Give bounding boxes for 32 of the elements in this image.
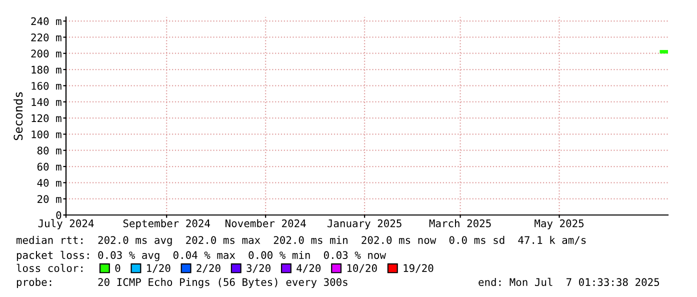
y-tick-label: 220 m (31, 33, 62, 42)
x-tick-label: May 2025 (534, 219, 584, 230)
text: median rtt: 202.0 ms avg 202.0 ms max 202.0 ms min 202.0 ms now 0.0 ms sd 47.1 k am/s (16, 236, 586, 246)
x-tick-label: March 2025 (429, 219, 491, 228)
legend-label: 19/20 (404, 264, 434, 273)
legend-label: 0 (115, 264, 120, 272)
x-tick-label: July 2024 (38, 219, 94, 230)
legend-title: loss color: (16, 264, 82, 272)
text: packet loss: 0.03 % avg 0.04 % max 0.00 % min 0.03 % now (16, 250, 386, 262)
legend-label: 4/20 (296, 264, 321, 273)
x-tick-label: January 2025 (327, 219, 402, 230)
y-tick-label: 100 m (32, 130, 62, 138)
x-tick-label: November 2024 (226, 219, 306, 228)
y-tick-label: 20 m (38, 195, 62, 203)
legend-label: 2/20 (196, 264, 220, 273)
x-tick-label: September 2024 (123, 219, 210, 230)
text: probe: 20 ICMP Echo Pings (56 Bytes) every 300s (16, 278, 348, 288)
y-tick-label: 40 m (37, 178, 62, 187)
y-tick-label: 80 m (37, 146, 62, 154)
y-tick-label: 160 m (32, 82, 62, 90)
legend-label: 1/20 (147, 264, 170, 273)
y-axis-title: Seconds (13, 92, 23, 140)
y-tick-label: 140 m (32, 98, 62, 106)
y-tick-label: 120 m (32, 114, 62, 122)
y-tick-label: 60 m (37, 162, 62, 171)
text: end: Mon Jul 7 01:33:38 2025 (478, 278, 660, 286)
legend-label: 10/20 (347, 264, 377, 273)
y-tick-label: 240 m (31, 17, 62, 26)
y-tick-label: 0 (56, 211, 62, 220)
legend-label: 3/20 (246, 264, 270, 273)
y-tick-label: 180 m (32, 66, 62, 74)
y-tick-label: 200 m (31, 50, 62, 58)
